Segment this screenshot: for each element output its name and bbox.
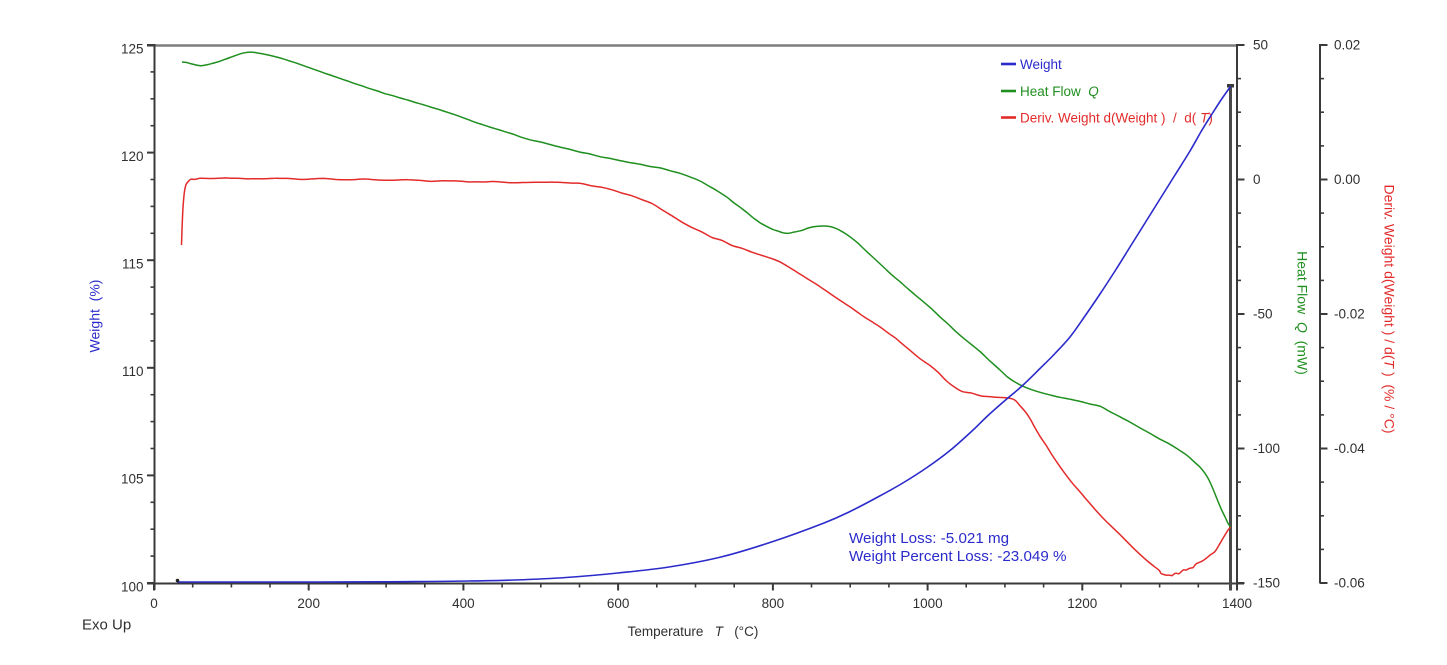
svg-text:0: 0 [150, 596, 158, 611]
svg-text:Deriv. Weight d(Weight ) / d: Deriv. Weight d(Weight ) / d( T) [1020, 110, 1213, 125]
svg-text:0.00: 0.00 [1334, 172, 1360, 187]
svg-text:200: 200 [297, 596, 320, 611]
svg-text:Temperature T (°C): Temperature T (°C) [628, 624, 759, 639]
svg-text:800: 800 [762, 596, 785, 611]
svg-text:110: 110 [122, 364, 144, 379]
svg-text:1400: 1400 [1222, 596, 1252, 611]
svg-text:120: 120 [121, 149, 144, 164]
svg-text:-50: -50 [1253, 307, 1273, 322]
svg-text:600: 600 [607, 596, 630, 611]
svg-text:50: 50 [1253, 38, 1268, 53]
svg-text:Heat Flow Q: Heat Flow Q [1020, 84, 1099, 99]
svg-text:Heat Flow Q (mW): Heat Flow Q (mW) [1295, 251, 1311, 375]
svg-text:125: 125 [121, 41, 144, 56]
svg-text:105: 105 [121, 472, 144, 487]
svg-text:115: 115 [122, 256, 144, 271]
svg-text:-0.06: -0.06 [1334, 576, 1365, 591]
svg-text:-100: -100 [1253, 441, 1280, 456]
svg-text:1200: 1200 [1067, 596, 1097, 611]
svg-text:Weight (%): Weight (%) [87, 280, 103, 353]
svg-text:Exo Up: Exo Up [82, 617, 131, 634]
svg-text:Weight Loss: -5.021 mg: Weight Loss: -5.021 mg [849, 530, 1009, 547]
svg-text:Weight Percent Loss: -23.049 %: Weight Percent Loss: -23.049 % [849, 548, 1067, 565]
svg-text:-150: -150 [1253, 576, 1280, 591]
svg-text:0: 0 [1253, 172, 1261, 187]
svg-text:0.02: 0.02 [1334, 38, 1360, 53]
svg-text:Weight: Weight [1020, 57, 1062, 72]
svg-text:1000: 1000 [913, 596, 943, 611]
svg-text:Deriv. Weight d(Weight ) / d(T: Deriv. Weight d(Weight ) / d(T ) (% / °C… [1382, 184, 1398, 433]
svg-text:-0.02: -0.02 [1334, 307, 1365, 322]
svg-text:100: 100 [121, 579, 144, 594]
svg-text:-0.04: -0.04 [1334, 441, 1365, 456]
svg-text:400: 400 [452, 596, 475, 611]
